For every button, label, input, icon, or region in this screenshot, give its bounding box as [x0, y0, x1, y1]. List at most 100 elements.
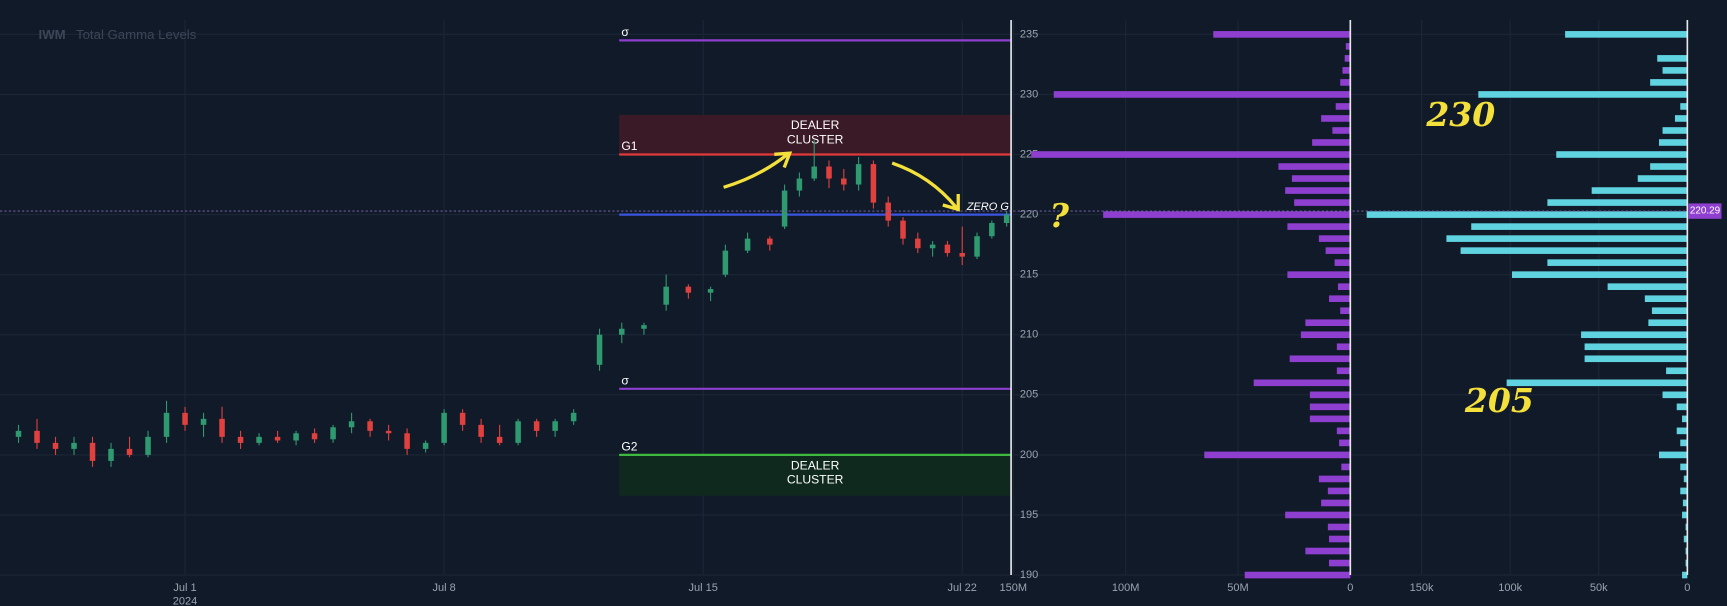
candle-body — [744, 238, 751, 251]
candle-body — [767, 238, 773, 245]
candle-body — [71, 442, 77, 449]
bar — [1659, 451, 1688, 459]
bar — [1321, 115, 1351, 122]
bar — [1345, 43, 1351, 50]
candle-body — [496, 436, 503, 443]
annotation-arrow-head — [942, 193, 960, 212]
bar — [1335, 103, 1351, 110]
candle-body — [663, 286, 669, 305]
x-tick-label: 150M — [1000, 582, 1028, 594]
annotation-text: ? — [1050, 196, 1070, 235]
bar — [1547, 199, 1688, 206]
y-tick-label: 190 — [1020, 569, 1038, 581]
bar — [1103, 211, 1351, 218]
y-tick-label: 220 — [1020, 208, 1038, 220]
x-tick-label: 0 — [1347, 582, 1353, 594]
bar — [1305, 319, 1351, 327]
level-label: σ — [621, 373, 629, 387]
bar — [1674, 115, 1688, 122]
bar — [1676, 427, 1688, 435]
x-tick-label: 0 — [1684, 582, 1690, 594]
x-tick-label: Jul 8 — [432, 582, 455, 594]
bar — [1278, 163, 1351, 170]
bar — [1309, 415, 1351, 423]
bar — [1584, 355, 1688, 363]
bar — [1287, 271, 1351, 278]
bar — [1253, 379, 1351, 387]
candle-body — [552, 421, 558, 431]
candle-body — [163, 412, 170, 437]
bar — [1053, 91, 1351, 98]
candle-body — [293, 433, 299, 441]
dealer-cluster-zone — [619, 114, 1012, 155]
bar — [1659, 139, 1688, 146]
bar — [1204, 451, 1351, 459]
bar — [1478, 91, 1688, 98]
candle-body — [641, 325, 647, 329]
bar — [1294, 199, 1351, 206]
bar — [1682, 571, 1688, 579]
candle-body — [34, 430, 40, 443]
chart-title: Total Gamma Levels — [76, 27, 197, 42]
y-tick-label: 205 — [1020, 389, 1038, 401]
candle-body — [570, 412, 577, 422]
candle-body — [219, 418, 225, 437]
bar — [1366, 211, 1688, 218]
bar — [1305, 547, 1351, 555]
bar — [1309, 403, 1351, 411]
candle-body — [237, 436, 244, 443]
y-tick-label: 230 — [1020, 88, 1038, 100]
annotation-arrow — [891, 161, 958, 209]
bar — [1685, 523, 1688, 531]
bar — [1213, 31, 1351, 38]
bar — [1325, 247, 1351, 254]
candle-body — [885, 202, 891, 221]
bar — [1565, 31, 1688, 38]
candle-body — [15, 430, 22, 437]
zone-label-box: DEALER CLUSTER — [787, 460, 844, 488]
bar — [1340, 79, 1351, 86]
candle-body — [915, 238, 921, 249]
bar — [1607, 283, 1688, 290]
candle-body — [929, 244, 936, 249]
bar — [1556, 151, 1688, 158]
bar — [1336, 367, 1351, 375]
zone-label: DEALER CLUSTER — [786, 119, 844, 147]
bar — [1637, 175, 1688, 182]
bar — [1680, 463, 1688, 471]
candle-body — [145, 436, 151, 455]
candle-body — [200, 418, 207, 425]
bar — [1506, 379, 1688, 387]
candle-body — [404, 433, 410, 449]
bar — [1287, 223, 1351, 230]
y-tick-label: 195 — [1020, 509, 1038, 521]
bar — [1318, 475, 1351, 483]
bar — [1581, 331, 1688, 339]
candle-body — [89, 442, 96, 461]
bar — [1337, 283, 1351, 290]
bar — [1327, 487, 1351, 495]
bar — [1328, 559, 1351, 567]
x-tick-label: 150k — [1410, 582, 1434, 594]
bar — [1657, 55, 1688, 62]
bar — [1683, 535, 1688, 543]
candle-body — [441, 412, 447, 443]
bar — [1342, 67, 1351, 74]
annotation-text: 230 — [1425, 95, 1495, 134]
x-tick-label: Jul 22 — [948, 582, 977, 594]
candle-body — [330, 427, 336, 440]
bar — [1336, 427, 1351, 435]
candle-body — [422, 442, 429, 449]
bar — [1683, 475, 1688, 483]
x-tick-label: Jul 1 — [173, 582, 196, 594]
bar — [1341, 463, 1351, 471]
x-tick-label: Jul 15 — [688, 582, 717, 594]
bar — [1680, 103, 1688, 110]
bar — [1591, 187, 1688, 194]
bar — [1446, 235, 1688, 242]
bar — [1644, 295, 1688, 302]
bar — [1547, 259, 1688, 266]
bar — [1460, 247, 1688, 254]
